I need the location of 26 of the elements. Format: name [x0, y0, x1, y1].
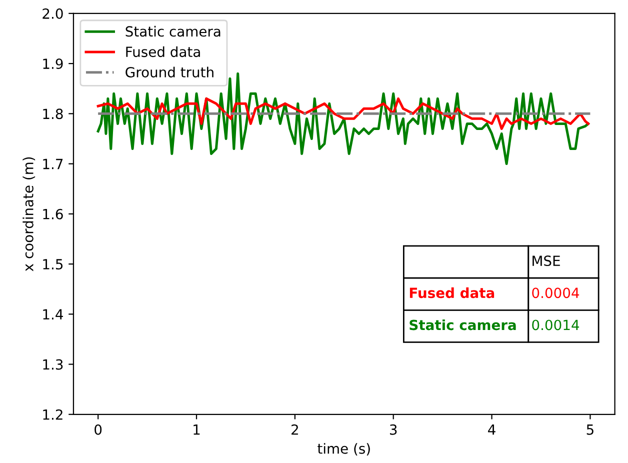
line-series — [96, 97, 590, 130]
x-tick-label: 3 — [390, 424, 397, 435]
annotation: Static camera — [410, 319, 516, 330]
x-axis-title: time (s) — [318, 443, 370, 456]
x-tick-label: 4 — [488, 424, 496, 435]
x-tick-label: 0 — [94, 424, 102, 435]
y-tick-label: 1.5 — [43, 259, 63, 270]
y-tick-label: 1.9 — [43, 58, 63, 70]
y-axis-title: x coordinate (m) — [22, 157, 36, 272]
x-tick-label: 5 — [586, 424, 594, 435]
y-tick-label: 1.6 — [43, 208, 63, 220]
x-tick-label: 1 — [194, 424, 200, 435]
annotation: 0.0014 — [532, 320, 580, 330]
y-tick-label: 1.3 — [43, 359, 63, 370]
annotation: 0.0004 — [532, 288, 580, 298]
y-tick-label: 1.2 — [43, 409, 62, 420]
y-tick-label: 2.0 — [42, 8, 63, 19]
annotation: MSE — [532, 256, 560, 266]
legend-label: Static camera — [126, 26, 220, 37]
x-tick-label: 2 — [292, 424, 298, 435]
y-tick-label: 1.7 — [43, 158, 63, 170]
legend-label: Ground truth — [126, 66, 214, 78]
annotation: Fused data — [410, 287, 494, 298]
legend-label: Fused data — [126, 46, 200, 58]
y-tick-label: 1.8 — [43, 108, 63, 120]
y-tick-label: 1.4 — [43, 309, 63, 320]
